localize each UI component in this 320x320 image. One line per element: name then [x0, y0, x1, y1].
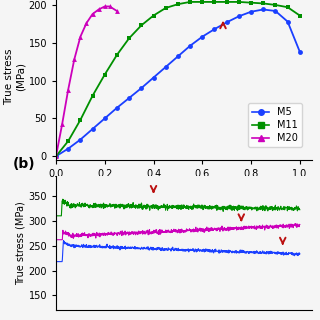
M5 [286, 20, 290, 23]
M11 [249, 1, 253, 4]
Line: M20: M20 [53, 4, 119, 159]
M5 [274, 9, 277, 13]
Line: M5: M5 [53, 7, 302, 159]
M20 [72, 58, 76, 61]
M5 [225, 20, 228, 24]
M5 [176, 54, 180, 58]
M5 [200, 35, 204, 39]
M5 [127, 96, 131, 100]
M5 [115, 106, 119, 110]
M20 [97, 8, 100, 12]
M11 [127, 36, 131, 40]
M11 [274, 3, 277, 7]
Text: (b): (b) [12, 156, 35, 171]
Y-axis label: True stress
(MPa): True stress (MPa) [4, 49, 26, 105]
M11 [164, 6, 168, 10]
M20 [103, 4, 107, 8]
M5 [298, 50, 302, 54]
M20 [78, 35, 82, 39]
M5 [212, 27, 216, 31]
M11 [115, 53, 119, 57]
M5 [188, 44, 192, 48]
M11 [261, 2, 265, 5]
M5 [237, 14, 241, 18]
M11 [103, 73, 107, 76]
M5 [103, 116, 107, 120]
M20 [54, 154, 58, 158]
M11 [152, 14, 156, 18]
M5 [54, 154, 58, 158]
Legend: M5, M11, M20: M5, M11, M20 [248, 103, 302, 147]
Line: M11: M11 [53, 0, 302, 159]
M5 [78, 138, 82, 141]
M20 [91, 12, 94, 16]
M11 [140, 23, 143, 27]
M11 [176, 2, 180, 6]
M5 [152, 76, 156, 79]
M20 [84, 21, 88, 25]
M20 [115, 9, 119, 13]
M5 [91, 127, 94, 131]
M20 [60, 123, 64, 126]
M11 [200, 0, 204, 4]
M11 [298, 14, 302, 18]
M11 [91, 94, 94, 98]
M11 [237, 0, 241, 4]
M5 [261, 8, 265, 12]
M11 [286, 5, 290, 9]
M11 [188, 0, 192, 4]
M11 [212, 0, 216, 4]
Y-axis label: True stress (MPa): True stress (MPa) [16, 201, 26, 285]
M11 [225, 0, 228, 4]
X-axis label: True strain (%): True strain (%) [138, 185, 230, 195]
M11 [54, 154, 58, 158]
M5 [249, 10, 253, 14]
M20 [108, 4, 112, 8]
M11 [66, 139, 70, 143]
M5 [164, 65, 168, 69]
M5 [66, 147, 70, 151]
M5 [140, 86, 143, 90]
M20 [66, 88, 70, 92]
M11 [78, 118, 82, 122]
